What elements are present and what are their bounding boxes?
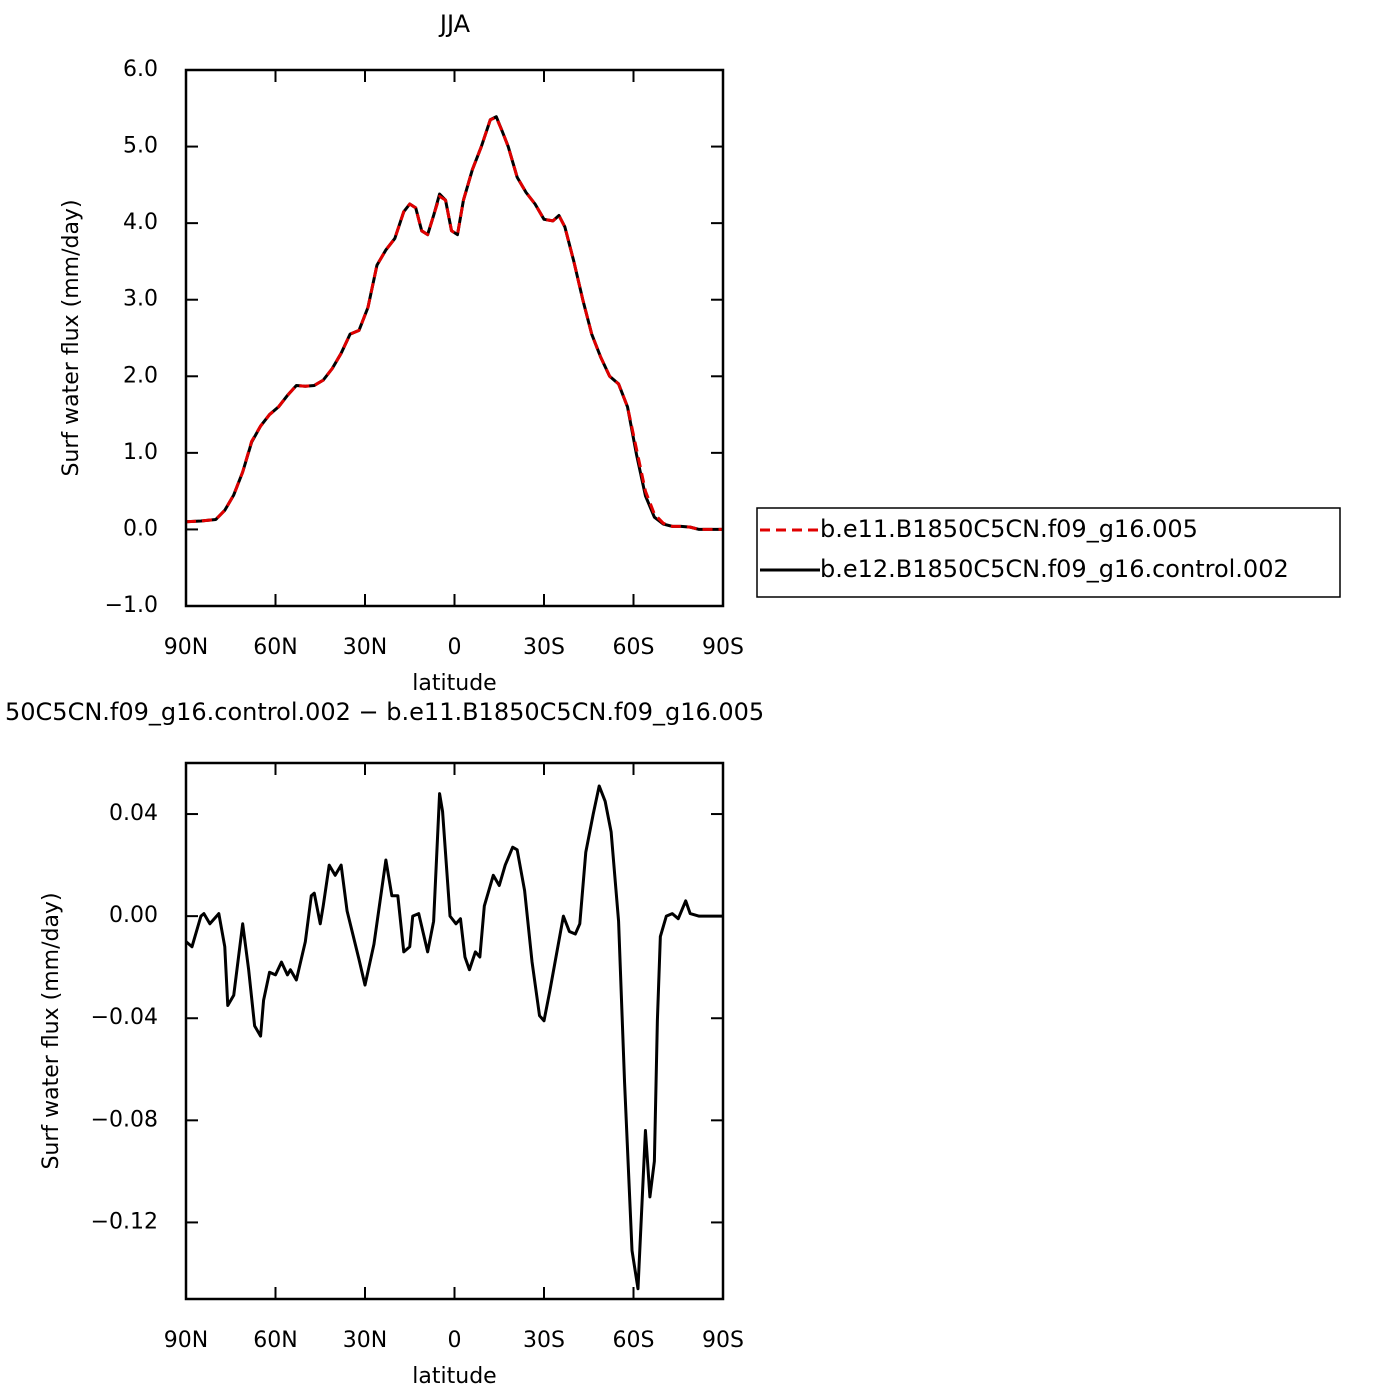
- data-line: [185, 115, 723, 531]
- y-tick-label: 1.0: [123, 440, 158, 465]
- y-axis-label: Surf water flux (mm/day): [39, 892, 64, 1169]
- chart-title: JJA: [438, 10, 471, 38]
- y-tick-label: −0.04: [91, 1005, 158, 1030]
- y-tick-label: 4.0: [123, 210, 158, 235]
- legend-label: b.e12.B1850C5CN.f09_g16.control.002: [820, 555, 1289, 583]
- y-tick-label: 3.0: [123, 287, 158, 312]
- x-tick-label: 0: [448, 635, 462, 660]
- x-tick-label: 30S: [523, 635, 565, 660]
- y-tick-label: 2.0: [123, 363, 158, 388]
- y-tick-label: 0.04: [109, 801, 158, 826]
- chart-title: 50C5CN.f09_g16.control.002 − b.e11.B1850…: [5, 698, 764, 726]
- y-tick-label: −0.08: [91, 1107, 158, 1132]
- x-axis-label: latitude: [412, 1364, 496, 1389]
- x-tick-label: 90S: [702, 635, 744, 660]
- y-tick-label: 0.00: [109, 903, 158, 928]
- plot-frame: [184, 68, 725, 608]
- y-tick-label: −0.12: [91, 1209, 158, 1234]
- y-tick-label: 5.0: [123, 134, 158, 159]
- x-tick-label: 90S: [702, 1328, 744, 1353]
- x-tick-label: 60N: [253, 635, 297, 660]
- data-line: [185, 115, 723, 531]
- x-tick-label: 30N: [343, 1328, 387, 1353]
- x-tick-label: 90N: [164, 1328, 208, 1353]
- x-tick-label: 60N: [253, 1328, 297, 1353]
- y-tick-label: 6.0: [123, 57, 158, 82]
- x-tick-label: 30N: [343, 635, 387, 660]
- plot-frame: [184, 761, 725, 1301]
- data-line: [185, 784, 723, 1291]
- x-tick-label: 60S: [613, 1328, 655, 1353]
- legend-box: [756, 507, 1341, 598]
- legend-label: b.e11.B1850C5CN.f09_g16.005: [820, 515, 1198, 543]
- y-tick-label: −1.0: [105, 593, 158, 618]
- y-axis-label: Surf water flux (mm/day): [59, 199, 84, 476]
- x-tick-label: 30S: [523, 1328, 565, 1353]
- x-tick-label: 60S: [613, 635, 655, 660]
- y-tick-label: 0.0: [123, 516, 158, 541]
- x-tick-label: 0: [448, 1328, 462, 1353]
- x-tick-label: 90N: [164, 635, 208, 660]
- x-axis-label: latitude: [412, 671, 496, 696]
